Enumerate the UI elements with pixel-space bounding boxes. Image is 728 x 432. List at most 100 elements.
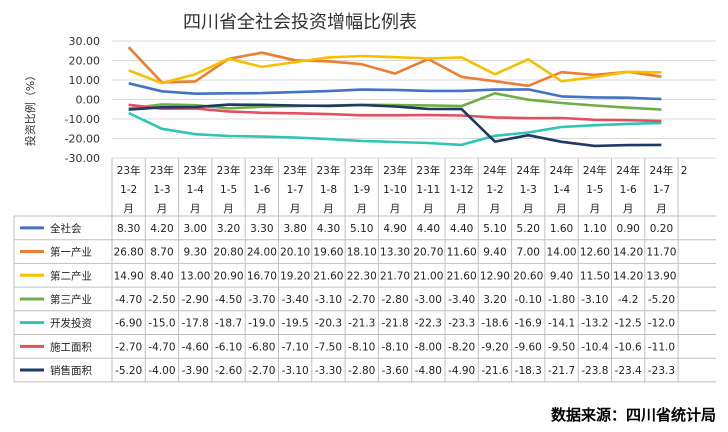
legend-entry: 第二产业 [50, 269, 92, 282]
category-label: 1-5 [586, 184, 603, 196]
category-label: 1-11 [416, 184, 440, 196]
data-label: -0.10 [515, 294, 542, 306]
data-label: -4.50 [215, 294, 242, 306]
y-tick-label: 20.00 [69, 55, 101, 68]
category-label: 24年 [616, 164, 640, 177]
data-label: -3.10 [315, 294, 342, 306]
data-label: 12.60 [580, 247, 610, 259]
data-label: -2.70 [248, 365, 275, 377]
category-label: 1-5 [220, 184, 237, 196]
category-label: 1-10 [383, 184, 407, 196]
data-label: -21.6 [481, 365, 508, 377]
data-label: -3.10 [581, 294, 608, 306]
category-label: 1-9 [353, 184, 370, 196]
data-label: 9.40 [483, 247, 506, 259]
legend-entry: 施工面积 [50, 340, 92, 353]
category-label: 月 [157, 203, 168, 215]
category-label: 1-7 [287, 184, 304, 196]
data-label: 7.00 [517, 247, 540, 259]
data-label: 26.80 [114, 247, 144, 259]
data-label: 4.40 [417, 223, 440, 235]
data-label: 8.30 [117, 223, 140, 235]
data-label: 5.20 [517, 223, 540, 235]
table-row: 第一产业 26.80 8.70 9.30 20.80 24.00 20.10 19.60 18.… [20, 246, 676, 259]
data-label: -2.80 [381, 294, 408, 306]
data-label: -2.70 [115, 341, 142, 353]
category-label: 1-2 [120, 184, 137, 196]
category-label: 月 [290, 203, 301, 215]
category-label: 月 [590, 203, 601, 215]
data-label: -15.0 [148, 318, 175, 330]
data-label: 9.30 [184, 247, 207, 259]
series-lines [127, 46, 662, 148]
data-label: 4.90 [383, 223, 406, 235]
data-label: -21.7 [548, 365, 575, 377]
data-label: 0.20 [650, 223, 673, 235]
category-label: 23年 [350, 164, 374, 177]
data-label: -12.0 [648, 318, 675, 330]
data-label: -22.3 [415, 318, 442, 330]
data-label: -18.6 [481, 318, 508, 330]
data-label: 20.80 [214, 247, 244, 259]
category-label: 1-3 [153, 184, 170, 196]
data-label: -4.90 [448, 365, 475, 377]
category-label: 月 [357, 203, 368, 215]
y-tick-label: 10.00 [69, 74, 101, 87]
data-label: -13.2 [581, 318, 608, 330]
data-label: 3.30 [250, 223, 273, 235]
series-line-6 [128, 103, 662, 123]
data-label: 11.60 [447, 247, 477, 259]
data-label: 4.20 [150, 223, 173, 235]
data-label: -7.50 [315, 341, 342, 353]
data-label: -3.30 [315, 365, 342, 377]
data-label: 21.60 [447, 270, 477, 282]
data-label: -8.10 [381, 341, 408, 353]
data-label: -6.10 [215, 341, 242, 353]
data-label: -17.8 [182, 318, 209, 330]
category-label-truncated: 2 [681, 165, 688, 177]
series-line-5 [128, 111, 662, 147]
category-label: 23年 [283, 164, 307, 177]
data-label: 20.70 [413, 247, 443, 259]
data-label: -9.60 [515, 341, 542, 353]
data-label: -2.70 [348, 294, 375, 306]
category-label: 月 [456, 203, 467, 215]
data-label: 3.00 [184, 223, 207, 235]
data-label: -14.1 [548, 318, 575, 330]
data-label: -10.4 [581, 341, 608, 353]
y-axis-label: 投资比例（%） [23, 70, 37, 146]
category-label: 月 [223, 203, 234, 215]
data-label: -5.20 [648, 294, 675, 306]
data-label: -2.90 [182, 294, 209, 306]
data-label: 12.90 [480, 270, 510, 282]
data-label: 5.10 [483, 223, 506, 235]
category-label: 24年 [650, 164, 674, 177]
data-label: -4.2 [618, 294, 639, 306]
data-label: -9.20 [481, 341, 508, 353]
data-label: -6.90 [115, 318, 142, 330]
category-label: 月 [190, 203, 201, 215]
data-label: -7.10 [282, 341, 309, 353]
data-label: 3.80 [283, 223, 306, 235]
legend-entry: 销售面积 [50, 364, 92, 377]
data-label: 21.00 [413, 270, 443, 282]
data-label: -8.00 [415, 341, 442, 353]
data-label: 18.10 [347, 247, 377, 259]
data-label: 11.50 [580, 270, 610, 282]
data-label: -3.10 [282, 365, 309, 377]
y-tick-label: -20.00 [65, 133, 100, 146]
data-label: -1.80 [548, 294, 575, 306]
data-label: 4.30 [317, 223, 340, 235]
data-label: -3.40 [282, 294, 309, 306]
table-row: 第二产业 14.90 8.40 13.00 20.90 16.70 19.20 21.60 22… [20, 269, 676, 282]
source-note: 数据来源：四川省统计局 [551, 406, 716, 424]
data-label: 21.60 [313, 270, 343, 282]
series-line-1 [128, 82, 662, 101]
category-label: 月 [623, 203, 634, 215]
data-label: -4.70 [148, 341, 175, 353]
data-label: -3.70 [248, 294, 275, 306]
data-label: 3.20 [217, 223, 240, 235]
category-label: 24年 [483, 164, 507, 177]
data-label: -2.50 [148, 294, 175, 306]
